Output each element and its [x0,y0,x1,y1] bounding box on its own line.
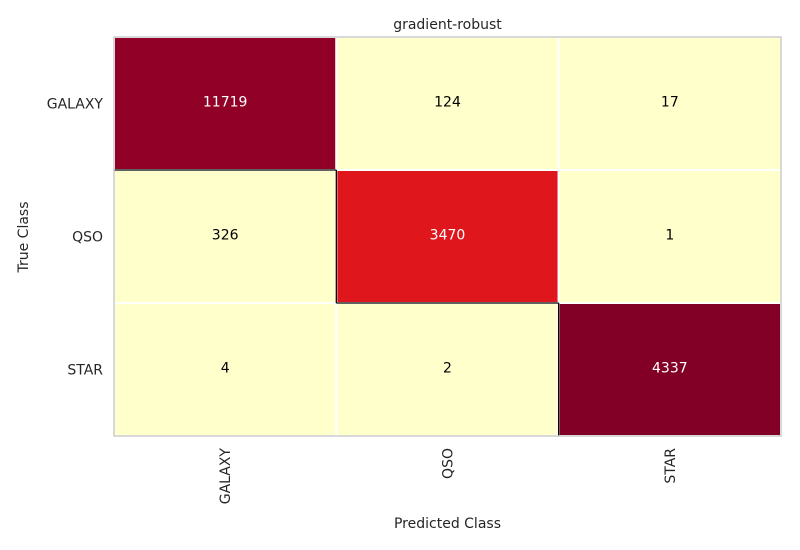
heatmap-cell [335,36,560,171]
cell-value-label: 2 [443,361,452,377]
plot-frame [113,36,782,437]
heatmap-cell [113,169,338,304]
x-tick-label: STAR [663,448,679,484]
diagonal-cell-outline [335,170,559,304]
cell-value-label: 4 [221,361,230,377]
x-tick-labels: GALAXY QSO STAR [218,448,679,505]
y-tick-labels: GALAXY QSO STAR [47,97,104,379]
cell-value-label: 1 [665,228,674,244]
chart-title: gradient-robust [393,17,502,33]
heatmap-cell [557,169,783,304]
x-tick-label: QSO [441,448,457,479]
cell-value-label: 3470 [430,228,466,244]
y-tick-label: STAR [67,363,103,379]
y-tick-label: GALAXY [47,97,104,113]
cell-value-label: 124 [434,95,461,111]
cell-value-label: 11719 [203,95,248,111]
cell-value-label: 4337 [652,361,688,377]
cell-value-label: 17 [661,95,679,111]
heatmap-cell [113,36,338,171]
y-tick-label: QSO [72,230,103,246]
x-axis-label: Predicted Class [394,516,501,532]
heatmap-cells: 11719 124 17 326 3470 1 4 2 4337 [113,36,783,437]
heatmap-cell [335,302,560,437]
heatmap-cell [335,169,560,304]
y-axis-label: True Class [16,201,32,273]
diagonal-outlines [114,169,560,436]
x-tick-label: GALAXY [218,448,234,505]
cell-value-label: 326 [212,228,239,244]
